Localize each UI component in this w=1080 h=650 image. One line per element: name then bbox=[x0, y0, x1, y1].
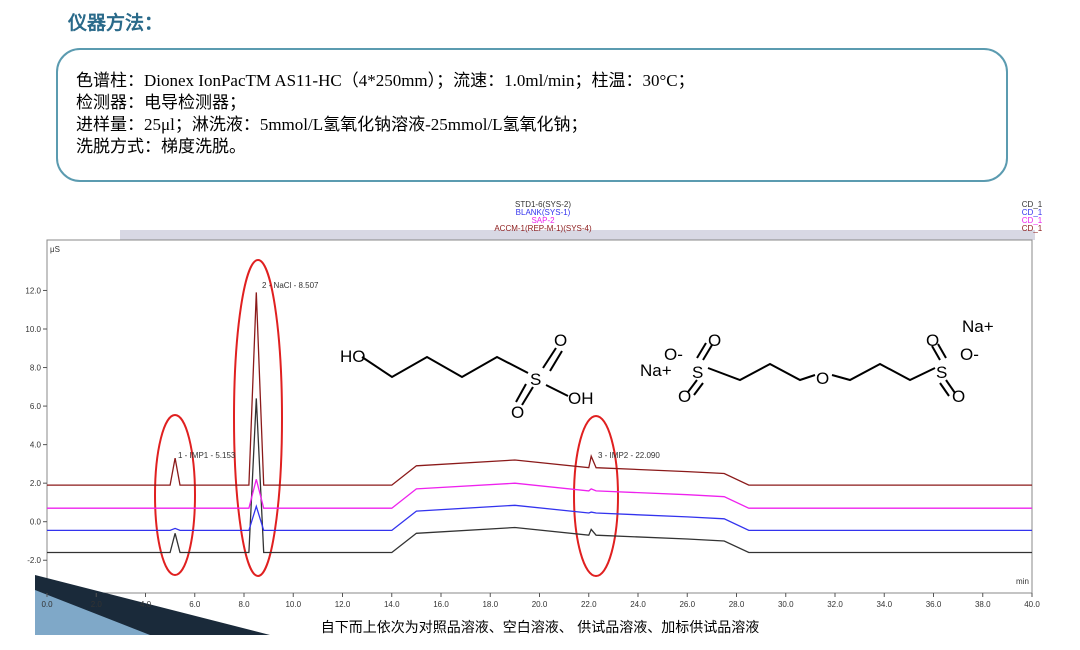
atom: OH bbox=[568, 389, 594, 408]
peak-label: 3 - IMP2 - 22.090 bbox=[598, 451, 660, 460]
decoration bbox=[35, 590, 150, 635]
atom: Na+ bbox=[640, 361, 672, 380]
y-tick-label: 8.0 bbox=[30, 364, 42, 373]
atom: O bbox=[678, 387, 691, 406]
y-axis-label: μS bbox=[50, 245, 60, 254]
legend-entry: STD1-6(SYS-2) bbox=[515, 200, 571, 209]
atom: O- bbox=[960, 345, 979, 364]
y-tick-label: 6.0 bbox=[30, 402, 42, 411]
info-line: 洗脱方式：梯度洗脱。 bbox=[76, 137, 246, 156]
x-tick-label: 32.0 bbox=[827, 600, 843, 609]
legend-detector: CD_1 bbox=[1022, 208, 1043, 217]
x-tick-label: 12.0 bbox=[335, 600, 351, 609]
info-line: 检测器：电导检测器； bbox=[76, 93, 246, 112]
header-title: 仪器方法： bbox=[68, 12, 164, 34]
highlight bbox=[154, 259, 619, 577]
x-tick-label: 2.0 bbox=[91, 600, 103, 609]
info-box: 色谱柱：Dionex IonPacTM AS11-HC（4*250mm）；流速：… bbox=[56, 48, 1008, 182]
x-tick-label: 22.0 bbox=[581, 600, 597, 609]
atom: O bbox=[708, 331, 721, 350]
legend-detector: CD_1 bbox=[1022, 224, 1043, 233]
structure-right bbox=[687, 342, 956, 397]
y-tick-label: 12.0 bbox=[25, 286, 41, 295]
x-tick-label: 10.0 bbox=[285, 600, 301, 609]
trace bbox=[47, 504, 1032, 532]
x-tick-label: 34.0 bbox=[876, 600, 892, 609]
x-tick-label: 6.0 bbox=[189, 600, 201, 609]
structure-left bbox=[361, 347, 569, 406]
x-tick-label: 30.0 bbox=[778, 600, 794, 609]
peak-label: 1 - IMP1 - 5.153 bbox=[178, 451, 236, 460]
x-tick-label: 40.0 bbox=[1024, 600, 1040, 609]
legend-entry: ACCM-1(REP-M-1)(SYS-4) bbox=[494, 224, 592, 233]
x-tick-label: 14.0 bbox=[384, 600, 400, 609]
legend-entry: SAP-2 bbox=[531, 216, 555, 225]
atom: O bbox=[926, 331, 939, 350]
atom: S bbox=[692, 363, 703, 382]
x-tick-label: 4.0 bbox=[140, 600, 152, 609]
x-tick-label: 36.0 bbox=[926, 600, 942, 609]
atom: O bbox=[816, 369, 829, 388]
y-tick-label: 10.0 bbox=[25, 325, 41, 334]
y-tick-label: -2.0 bbox=[27, 556, 41, 565]
info-line: 色谱柱：Dionex IonPacTM AS11-HC（4*250mm）；流速：… bbox=[76, 71, 695, 90]
y-tick-label: 0.0 bbox=[30, 518, 42, 527]
x-axis-label: min bbox=[1016, 577, 1029, 586]
atom: O bbox=[952, 387, 965, 406]
trace bbox=[47, 398, 1032, 554]
x-tick-label: 0.0 bbox=[41, 600, 53, 609]
info-line: 进样量：25μl；淋洗液：5mmol/L氢氧化钠溶液-25mmol/L氢氧化钠； bbox=[76, 115, 588, 134]
atom: O- bbox=[664, 345, 683, 364]
legend-entry: BLANK(SYS-1) bbox=[516, 208, 571, 217]
atom: Na+ bbox=[962, 317, 994, 336]
plot-frame bbox=[46, 239, 1033, 594]
x-tick-label: 24.0 bbox=[630, 600, 646, 609]
header-bar bbox=[120, 230, 1035, 240]
y-tick-label: 4.0 bbox=[30, 441, 42, 450]
y-tick-label: 2.0 bbox=[30, 479, 42, 488]
atom: O bbox=[511, 403, 524, 422]
atom: HO bbox=[340, 347, 366, 366]
atom: S bbox=[530, 370, 541, 389]
x-tick-label: 38.0 bbox=[975, 600, 991, 609]
x-tick-label: 26.0 bbox=[679, 600, 695, 609]
legend-detector: CD_1 bbox=[1022, 216, 1043, 225]
atom: S bbox=[936, 363, 947, 382]
caption: 自下而上依次为对照品溶液、空白溶液、 供试品溶液、加标供试品溶液 bbox=[321, 620, 759, 636]
peak-label: 2 - NaCl - 8.507 bbox=[262, 281, 319, 290]
legend-detector: CD_1 bbox=[1022, 200, 1043, 209]
atom: O bbox=[554, 331, 567, 350]
x-tick-label: 28.0 bbox=[729, 600, 745, 609]
x-tick-label: 18.0 bbox=[482, 600, 498, 609]
x-tick-label: 20.0 bbox=[532, 600, 548, 609]
x-tick-label: 8.0 bbox=[238, 600, 250, 609]
trace bbox=[47, 479, 1032, 509]
x-tick-label: 16.0 bbox=[433, 600, 449, 609]
trace bbox=[47, 292, 1032, 486]
